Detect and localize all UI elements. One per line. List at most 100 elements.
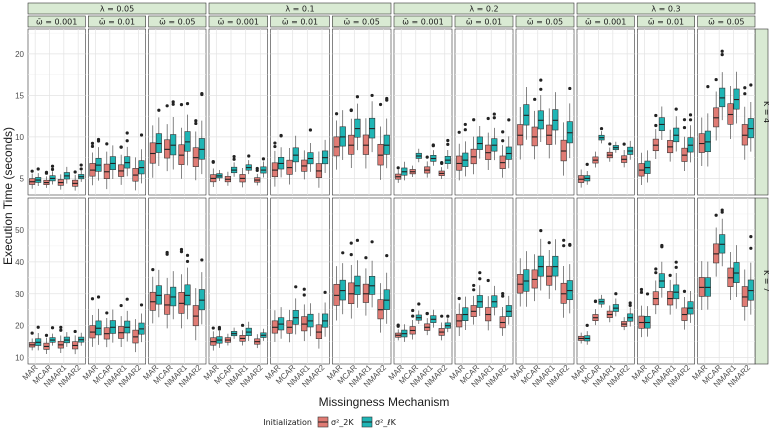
box-outlier bbox=[73, 170, 77, 174]
box-outlier bbox=[50, 164, 55, 168]
box-outlier bbox=[562, 238, 566, 242]
box-outlier bbox=[151, 268, 155, 272]
box-outlier bbox=[36, 325, 40, 329]
lambda-strip bbox=[208, 2, 392, 15]
box-outlier bbox=[562, 244, 566, 248]
box-outlier bbox=[486, 116, 490, 121]
box-outlier bbox=[628, 303, 632, 307]
box-outlier bbox=[308, 128, 313, 132]
box-outlier bbox=[179, 250, 184, 254]
box-outlier bbox=[44, 171, 49, 175]
omega-strip-label: ω̄ = 0.001 bbox=[402, 18, 443, 27]
box-outlier bbox=[36, 167, 40, 171]
box-outlier bbox=[125, 131, 129, 135]
box-outlier bbox=[492, 116, 496, 120]
box-outlier bbox=[79, 163, 83, 167]
box-outlier bbox=[165, 252, 169, 256]
box-outlier bbox=[688, 118, 693, 122]
box-outlier bbox=[302, 287, 306, 291]
box-outlier bbox=[472, 283, 476, 288]
box-outlier bbox=[73, 329, 77, 334]
box-outlier bbox=[349, 253, 353, 257]
box-outlier bbox=[539, 78, 543, 82]
box-outlier bbox=[96, 295, 101, 299]
lambda-strip bbox=[393, 2, 575, 15]
box-outlier bbox=[472, 288, 476, 292]
box-outlier bbox=[660, 245, 664, 249]
box-outlier bbox=[378, 102, 383, 107]
box-outlier bbox=[119, 303, 123, 308]
box-outlier bbox=[349, 241, 353, 245]
omega-strip bbox=[208, 15, 268, 28]
box-outlier bbox=[682, 289, 687, 293]
box-outlier bbox=[396, 166, 400, 170]
omega-strip bbox=[27, 15, 86, 28]
lambda-strip-label: λ = 0.2 bbox=[469, 5, 498, 14]
omega-strip bbox=[515, 15, 575, 28]
box-outlier bbox=[302, 293, 306, 297]
y-tick-label: 20 bbox=[15, 50, 24, 59]
box-outlier bbox=[247, 154, 251, 158]
box-outlier bbox=[682, 118, 687, 122]
box-outlier bbox=[273, 141, 277, 145]
box-outlier bbox=[431, 144, 435, 148]
box-outlier bbox=[463, 128, 467, 132]
box-outlier bbox=[507, 118, 511, 122]
box-outlier bbox=[743, 92, 747, 96]
box-outlier bbox=[370, 93, 374, 98]
omega-strip bbox=[88, 15, 146, 28]
box-outlier bbox=[688, 113, 693, 117]
box-outlier bbox=[539, 87, 543, 91]
box-outlier bbox=[568, 242, 572, 247]
y-tick-label: 50 bbox=[15, 226, 24, 235]
box-outlier bbox=[90, 297, 95, 301]
k-strip-label: K = 4 bbox=[762, 101, 769, 123]
box-outlier bbox=[334, 112, 339, 116]
box-outlier bbox=[639, 287, 644, 292]
box-outlier bbox=[59, 325, 63, 329]
box-outlier bbox=[674, 107, 678, 111]
box-outlier bbox=[139, 133, 144, 137]
box-outlier bbox=[261, 157, 266, 161]
box-outlier bbox=[185, 101, 190, 106]
panel-background bbox=[637, 197, 695, 365]
box-outlier bbox=[585, 323, 589, 327]
legend-item: σ²_2K bbox=[317, 416, 354, 428]
omega-strip-label: ω̄ = 0.001 bbox=[218, 18, 259, 27]
y-tick-label: 15 bbox=[15, 91, 24, 100]
lambda-strip-label: λ = 0.3 bbox=[651, 5, 680, 14]
box-outlier bbox=[349, 108, 353, 112]
box-outlier bbox=[682, 125, 687, 130]
y-axis-title: Execution Time (seconds) bbox=[1, 127, 15, 265]
box-outlier bbox=[478, 277, 482, 281]
box-outlier bbox=[90, 141, 95, 145]
panel-background bbox=[393, 197, 453, 365]
lambda-strip-label: λ = 0.1 bbox=[285, 5, 314, 14]
y-tick-label: 5 bbox=[20, 174, 25, 183]
panel-background bbox=[148, 28, 207, 196]
box-outlier bbox=[654, 271, 658, 275]
box-outlier bbox=[30, 331, 34, 335]
panel-background bbox=[697, 28, 756, 196]
legend-label: σ²_ℓK bbox=[375, 418, 397, 427]
box-outlier bbox=[273, 144, 277, 149]
omega-strip-label: ω̄ = 0.001 bbox=[36, 18, 77, 27]
box-outlier bbox=[714, 213, 718, 217]
omega-strip-label: ω̄ = 0.05 bbox=[344, 18, 380, 27]
box-outlier bbox=[119, 145, 123, 149]
box-outlier bbox=[706, 84, 710, 89]
box-outlier bbox=[165, 104, 169, 108]
y-tick-label: 40 bbox=[15, 258, 24, 267]
box-outlier bbox=[90, 144, 95, 149]
omega-strip bbox=[637, 15, 695, 28]
box-outlier bbox=[743, 86, 747, 90]
omega-strip bbox=[454, 15, 514, 28]
box-outlier bbox=[533, 97, 537, 101]
omega-strip-label: ω̄ = 0.05 bbox=[527, 18, 563, 27]
panel-background bbox=[27, 28, 86, 196]
box-outlier bbox=[501, 130, 505, 134]
box-outlier bbox=[478, 271, 482, 275]
legend-item: σ²_ℓK bbox=[361, 416, 397, 428]
box-outlier bbox=[446, 314, 450, 318]
box-outlier bbox=[105, 142, 109, 146]
